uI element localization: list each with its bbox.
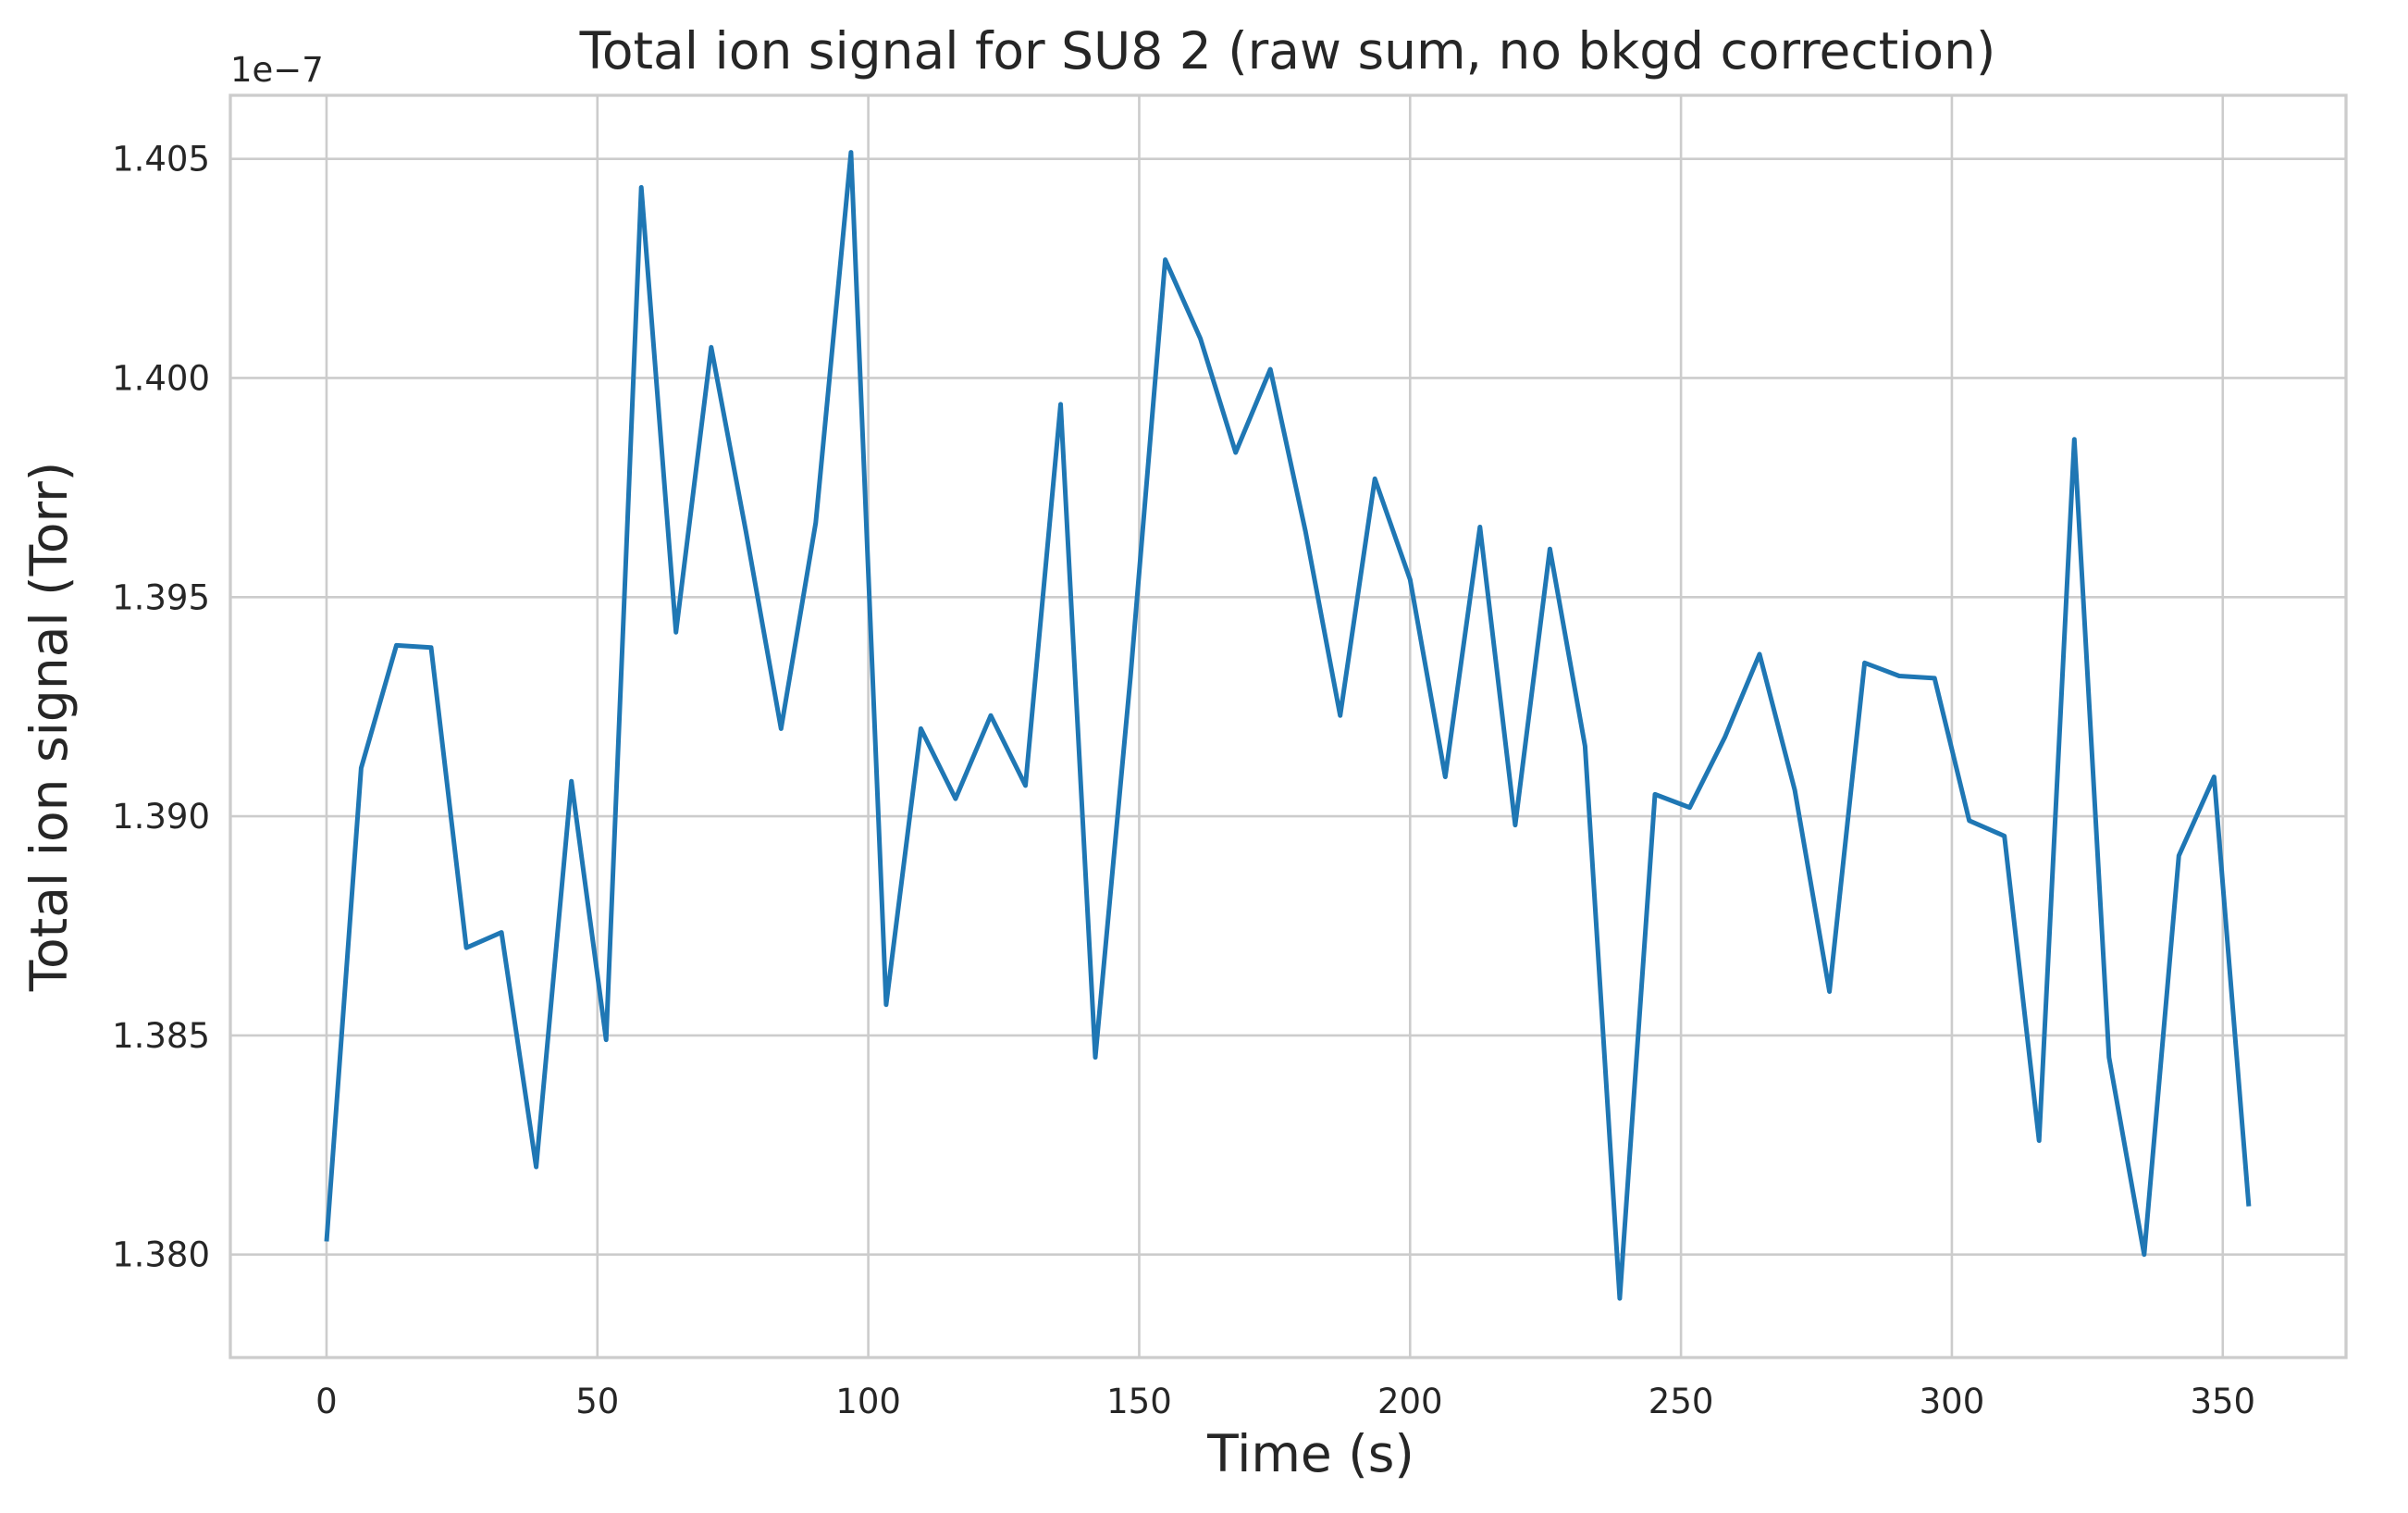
data-point: [1023, 783, 1028, 788]
data-point: [2177, 853, 2181, 858]
data-point: [953, 797, 957, 801]
data-point: [1093, 1055, 1098, 1060]
data-point: [848, 150, 853, 155]
data-point: [883, 1002, 888, 1007]
data-point: [2037, 1138, 2042, 1143]
data-point: [2072, 437, 2077, 441]
y-tick-label: 1.385: [112, 1016, 210, 1056]
data-point: [1303, 529, 1308, 534]
data-point: [1933, 676, 1937, 680]
data-point: [1443, 775, 1448, 779]
data-point: [394, 643, 399, 648]
data-point: [1583, 744, 1587, 749]
x-tick-label: 50: [575, 1382, 619, 1421]
data-point: [639, 185, 644, 190]
y-tick-label: 1.405: [112, 140, 210, 180]
data-point: [1617, 1296, 1622, 1301]
x-tick-label: 0: [315, 1382, 338, 1421]
data-point: [1163, 257, 1167, 262]
data-point: [1653, 792, 1658, 797]
data-point: [673, 630, 678, 635]
data-point: [1897, 674, 1902, 678]
series-layer: [324, 150, 2252, 1301]
data-point: [604, 1037, 609, 1042]
data-point: [1373, 477, 1377, 481]
data-point: [1793, 788, 1797, 792]
data-point: [464, 946, 469, 950]
data-point: [1233, 451, 1238, 455]
chart-title: Total ion signal for SU8 2 (raw sum, no …: [579, 21, 1996, 81]
data-point: [1862, 661, 1867, 665]
data-point: [2142, 1252, 2146, 1257]
data-point: [1758, 651, 1762, 656]
data-point: [1827, 989, 1832, 994]
y-tick-label: 1.400: [112, 358, 210, 398]
data-point: [709, 345, 713, 350]
x-tick-label: 350: [2190, 1382, 2255, 1421]
data-point: [1408, 577, 1413, 582]
x-tick-label: 200: [1377, 1382, 1443, 1421]
x-tick-label: 300: [1920, 1382, 1985, 1421]
data-point: [1338, 713, 1342, 718]
y-tick-label: 1.380: [112, 1235, 210, 1275]
data-point: [534, 1165, 538, 1170]
series-line: [324, 150, 2252, 1301]
data-point: [1687, 805, 1692, 810]
y-tick-label: 1.395: [112, 577, 210, 617]
data-point: [2002, 834, 2007, 838]
data-point: [359, 766, 364, 771]
data-point: [919, 726, 923, 731]
plot-frame: [228, 93, 2348, 1359]
data-point: [500, 930, 504, 935]
data-point: [813, 520, 818, 525]
data-point: [1513, 823, 1517, 827]
data-point: [779, 726, 784, 731]
data-point: [1967, 818, 1971, 823]
data-point: [1129, 674, 1133, 678]
data-point: [2246, 1204, 2251, 1209]
data-point: [569, 779, 574, 784]
data-point: [325, 1239, 329, 1244]
y-tick-labels: 1.380 1.385 1.390 1.395 1.400 1.405: [112, 140, 210, 1275]
y-axis-label: Total ion signal (Torr): [19, 462, 79, 992]
y-tick-label: 1.390: [112, 797, 210, 837]
data-point: [2212, 775, 2217, 779]
data-point: [1723, 735, 1727, 739]
x-tick-label: 150: [1106, 1382, 1172, 1421]
data-point: [989, 713, 994, 718]
data-point: [1198, 336, 1203, 341]
y-offset-label: 1e−7: [230, 50, 324, 90]
data-point: [1058, 402, 1063, 406]
x-tick-label: 250: [1649, 1382, 1714, 1421]
data-point: [1548, 547, 1552, 552]
data-point: [744, 529, 748, 534]
data-point: [2106, 1055, 2111, 1060]
x-axis-label: Time (s): [1206, 1424, 1414, 1483]
x-tick-labels: 0 50 100 150 200 250 300 350: [315, 1382, 2255, 1421]
data-point: [429, 645, 434, 650]
grid-layer: [230, 95, 2346, 1358]
data-point: [1268, 367, 1273, 372]
x-tick-label: 100: [835, 1382, 901, 1421]
data-point: [1477, 525, 1482, 529]
